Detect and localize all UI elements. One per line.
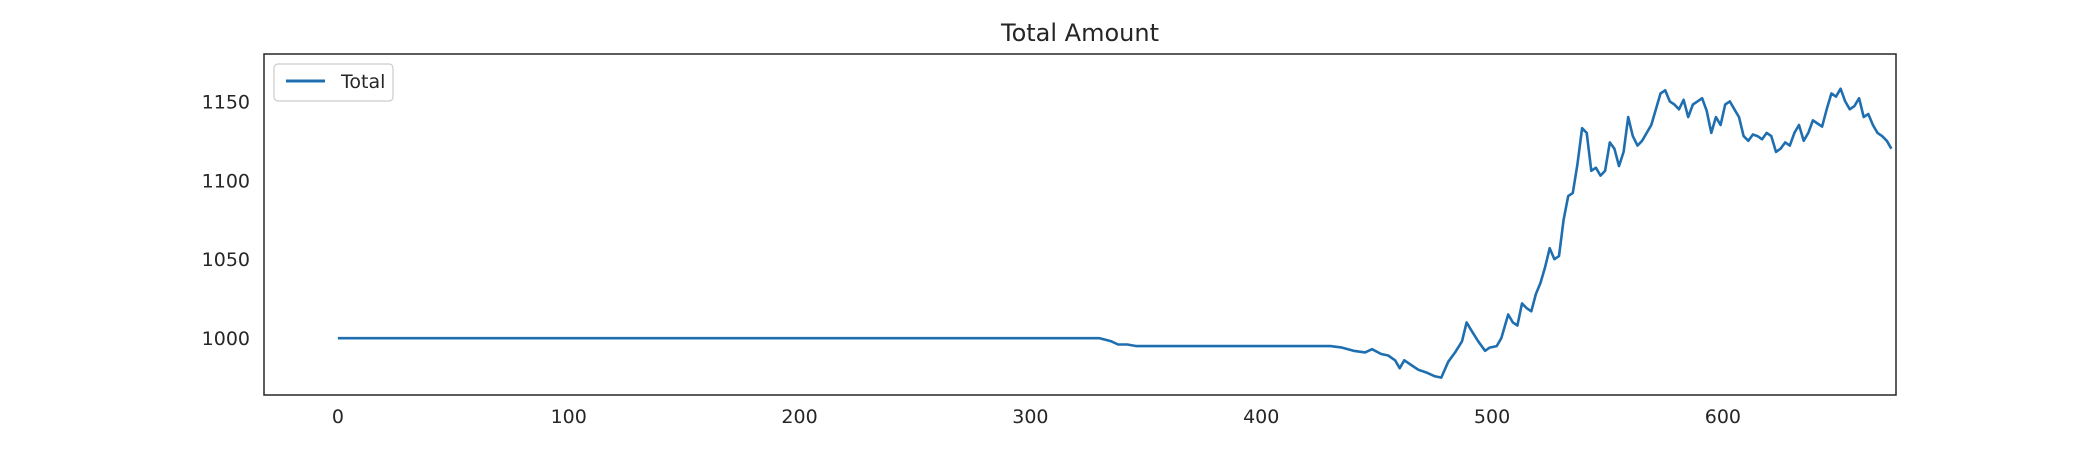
x-tick-label: 100 [551,406,587,428]
y-axis: 1000 1050 1100 1150 [202,91,250,350]
legend: Total [273,63,394,102]
y-tick-label: 1000 [202,328,250,350]
x-tick-label: 200 [781,406,817,428]
x-tick-label: 600 [1705,406,1741,428]
x-tick-label: 0 [332,406,344,428]
series-layer [337,87,1893,379]
legend-label-total: Total [340,71,385,93]
x-tick-label: 400 [1243,406,1279,428]
x-tick-label: 500 [1474,406,1510,428]
legend-box [273,63,394,102]
plot-area: 0 100 200 300 400 500 600 1000 1050 1100 1150 [202,53,1897,428]
y-tick-label: 1050 [202,249,250,271]
chart-title: Total Amount [1000,19,1159,47]
plot-frame [263,53,1897,396]
y-tick-label: 1100 [202,170,250,192]
x-axis: 0 100 200 300 400 500 600 [332,406,1741,428]
series-line-total [337,87,1893,379]
x-tick-label: 300 [1012,406,1048,428]
y-tick-label: 1150 [202,91,250,113]
